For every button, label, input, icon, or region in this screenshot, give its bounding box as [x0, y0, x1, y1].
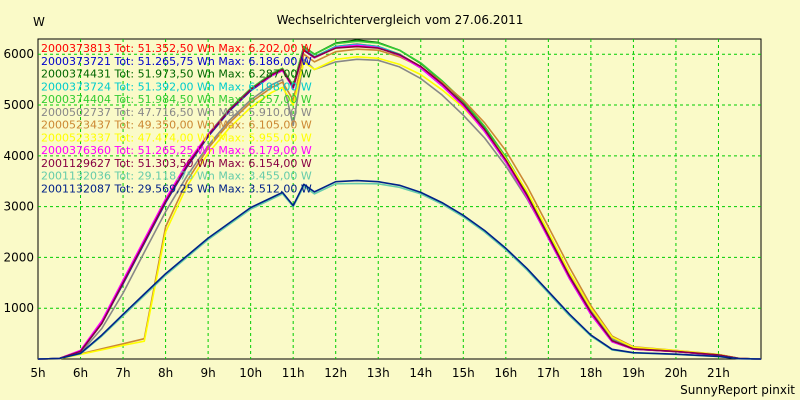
x-tick-label: 18h	[579, 366, 602, 380]
series-line	[37, 179, 762, 360]
y-tick-label: 4000	[3, 149, 34, 163]
x-tick-label: 11h	[282, 366, 305, 380]
x-tick-label: 14h	[409, 366, 432, 380]
chart-title: Wechselrichtervergleich vom 27.06.2011	[277, 13, 524, 27]
y-tick-label: 5000	[3, 98, 34, 112]
series-line	[37, 55, 762, 360]
x-tick-label: 16h	[494, 366, 517, 380]
legend-entry: 2000373813 Tot: 51.352,50 Wh Max: 6.202,…	[41, 42, 312, 55]
x-tick-label: 19h	[622, 366, 645, 380]
legend-entry: 2000374431 Tot: 51.973,50 Wh Max: 6.287,…	[41, 68, 312, 81]
y-tick-label: 3000	[3, 200, 34, 214]
y-tick-label: 6000	[3, 47, 34, 61]
y-axis-label: W	[33, 15, 45, 29]
legend-entry: 2001132036 Tot: 29.118,75 Wh Max: 3.455,…	[41, 170, 312, 183]
x-tick-label: 9h	[200, 366, 215, 380]
x-tick-label: 21h	[707, 366, 730, 380]
legend-entry: 2000373724 Tot: 51.392,00 Wh Max: 6.198,…	[41, 80, 312, 93]
series-line	[37, 45, 762, 360]
series-layer	[37, 39, 762, 360]
legend-layer: 2000373813 Tot: 51.352,50 Wh Max: 6.202,…	[41, 42, 312, 195]
x-tick-label: 8h	[158, 366, 173, 380]
x-tick-label: 10h	[239, 366, 262, 380]
x-tick-label: 5h	[30, 366, 45, 380]
legend-entry: 2000523437 Tot: 49.350,00 Wh Max: 6.105,…	[41, 119, 312, 132]
series-line	[37, 58, 762, 360]
x-tick-label: 17h	[537, 366, 560, 380]
x-tick-label: 7h	[115, 366, 130, 380]
axis-layer: 5h 6h 7h 8h 9h 10h 11h 12h 13h 14h 15h 16h 17h 18h 19h…	[3, 47, 729, 380]
plot-area	[37, 38, 762, 360]
legend-entry: 2000373721 Tot: 51.265,75 Wh Max: 6.186,…	[41, 55, 312, 68]
x-tick-label: 12h	[324, 366, 347, 380]
series-line	[37, 44, 762, 360]
legend-entry: 2000523337 Tot: 47.474,00 Wh Max: 5.955,…	[41, 131, 312, 144]
legend-entry: 2000376360 Tot: 51.265,25 Wh Max: 6.179,…	[41, 144, 312, 157]
legend-entry: 2000502737 Tot: 47.716,50 Wh Max: 5.910,…	[41, 106, 312, 119]
y-tick-label: 2000	[3, 250, 34, 264]
legend-entry: 2000374404 Tot: 51.984,50 Wh Max: 6.257,…	[41, 93, 312, 106]
legend-entry: 2001129627 Tot: 51.303,50 Wh Max: 6.154,…	[41, 157, 312, 170]
series-line	[37, 48, 762, 360]
x-tick-label: 13h	[367, 366, 390, 380]
x-tick-label: 15h	[452, 366, 475, 380]
footer-credit: SunnyReport pinxit	[680, 383, 795, 397]
grid-layer	[38, 39, 761, 359]
y-tick-label: 1000	[3, 301, 34, 315]
x-tick-label: 6h	[73, 366, 88, 380]
x-tick-label: 20h	[665, 366, 688, 380]
legend-entry: 2001132087 Tot: 29.569,25 Wh Max: 3.512,…	[41, 182, 312, 195]
